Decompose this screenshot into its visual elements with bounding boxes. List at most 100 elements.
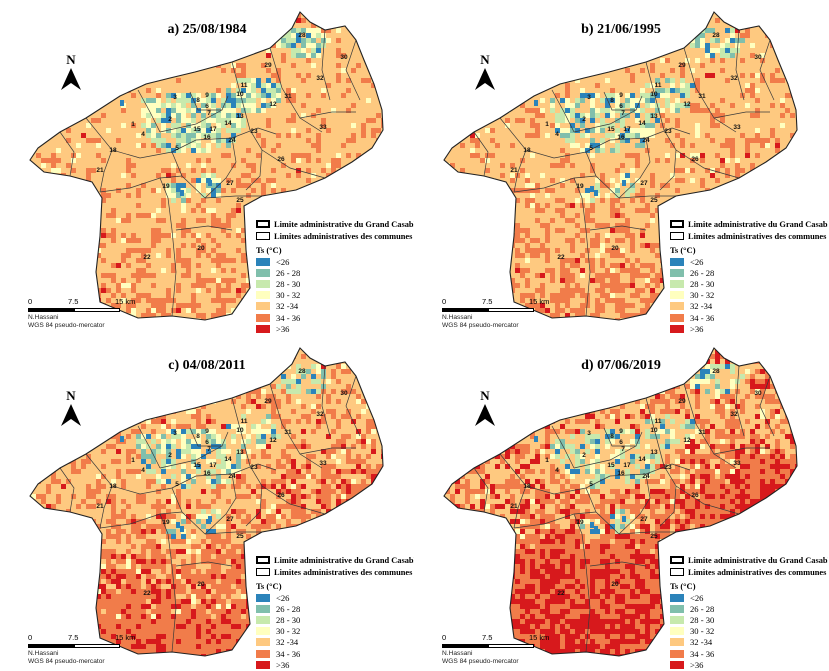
commune-label: 23: [250, 464, 258, 471]
commune-label: 3: [587, 430, 591, 437]
commune-label: 30: [754, 390, 762, 397]
commune-label: 23: [664, 464, 672, 471]
legend-class: 32 -34: [256, 637, 414, 648]
commune-label: 30: [754, 54, 762, 61]
commune-label: 25: [236, 197, 244, 204]
commune-label: 25: [236, 533, 244, 540]
commune-label: 9: [619, 428, 623, 435]
commune-label: 10: [236, 91, 244, 98]
commune-label: 8: [196, 433, 200, 440]
legend-class: 28 - 30: [670, 614, 828, 625]
map-panel-2019: 1 2 3 4 5 6 7 8 9 10 11 12 13 14 15 16 17 18 19 20 21 22 23 24 2…: [414, 336, 828, 671]
commune-label: 7: [207, 110, 211, 117]
commune-label: 18: [523, 483, 531, 490]
commune-label: 21: [96, 503, 104, 510]
commune-label: 33: [319, 124, 327, 131]
legend-class: <26: [670, 256, 828, 267]
commune-label: 7: [207, 446, 211, 453]
north-label: N: [66, 52, 76, 67]
commune-label: 31: [698, 93, 706, 100]
commune-label: 12: [269, 437, 277, 444]
commune-label: 28: [712, 32, 720, 39]
legend-class: 30 - 32: [256, 626, 414, 637]
commune-label: 18: [109, 147, 117, 154]
commune-label: 31: [284, 429, 292, 436]
map-legend: Limite administrative du Grand Casablanc…: [256, 554, 414, 670]
commune-label: 25: [650, 533, 658, 540]
commune-label: 4: [555, 467, 559, 474]
commune-label: 31: [284, 93, 292, 100]
commune-label: 31: [698, 429, 706, 436]
commune-label: 15: [193, 462, 201, 469]
legend-class: >36: [256, 323, 414, 334]
commune-label: 10: [236, 427, 244, 434]
commune-label: 20: [611, 581, 619, 588]
commune-label: 27: [640, 516, 648, 523]
scale-bar: 0 7.5 15 km N.Hassani WGS 84 pseudo-mercator: [442, 633, 550, 665]
commune-label: 1: [131, 121, 135, 128]
legend-title: Ts (°C): [670, 581, 696, 591]
legend-boundary-grand: Limite administrative du Grand Casablanc…: [670, 554, 828, 566]
north-label: N: [480, 52, 490, 67]
commune-label: 8: [196, 97, 200, 104]
commune-label: 4: [141, 467, 145, 474]
commune-label: 13: [236, 113, 244, 120]
commune-label: 21: [510, 503, 518, 510]
commune-label: 22: [143, 590, 151, 597]
commune-label: 5: [589, 145, 593, 152]
legend-class: 26 - 28: [256, 267, 414, 278]
commune-label: 10: [650, 91, 658, 98]
commune-label: 16: [617, 134, 625, 141]
grand-casablanca-boundary: [29, 347, 384, 657]
legend-class: <26: [670, 592, 828, 603]
legend-class: >36: [256, 659, 414, 670]
commune-label: 27: [226, 180, 234, 187]
north-arrow-icon: N: [56, 52, 86, 96]
legend-class: 30 - 32: [670, 290, 828, 301]
map-panel-2011: 1 2 3 4 5 6 7 8 9 10 11 12 13 14 15 16 17 18 19 20 21 22 23 24 2…: [0, 336, 414, 671]
commune-label: 23: [250, 128, 258, 135]
legend-class: 32 -34: [670, 301, 828, 312]
map-legend: Limite administrative du Grand Casablanc…: [256, 218, 414, 334]
legend-title: Ts (°C): [670, 245, 696, 255]
legend-class: 34 - 36: [256, 648, 414, 659]
commune-label: 12: [269, 101, 277, 108]
legend-boundary-grand: Limite administrative du Grand Casablanc…: [256, 218, 414, 230]
commune-label: 19: [576, 183, 584, 190]
commune-label: 26: [691, 156, 699, 163]
commune-label: 32: [316, 411, 324, 418]
panel-title: d) 07/06/2019: [581, 358, 661, 373]
commune-label: 1: [131, 457, 135, 464]
legend-boundary-communes: Limites administratives des communes: [670, 566, 828, 578]
legend-class: 34 - 36: [670, 648, 828, 659]
commune-label: 22: [557, 254, 565, 261]
commune-label: 19: [162, 519, 170, 526]
commune-boundaries: [59, 29, 361, 317]
commune-label: 24: [642, 137, 650, 144]
legend-class: 28 - 30: [256, 614, 414, 625]
scale-bar: 0 7.5 15 km N.Hassani WGS 84 pseudo-mercator: [28, 297, 136, 329]
commune-label: 16: [203, 134, 211, 141]
panel-title: b) 21/06/1995: [581, 22, 661, 37]
commune-label: 3: [173, 94, 177, 101]
commune-label: 18: [523, 147, 531, 154]
commune-label: 17: [209, 126, 217, 133]
commune-label: 27: [640, 180, 648, 187]
commune-label: 18: [109, 483, 117, 490]
commune-label: 10: [650, 427, 658, 434]
commune-label: 29: [264, 398, 272, 405]
commune-label: 11: [655, 418, 662, 425]
commune-label: 24: [228, 137, 236, 144]
commune-label: 26: [277, 492, 285, 499]
commune-label: 1: [545, 121, 549, 128]
legend-class: 26 - 28: [256, 603, 414, 614]
scale-bar: 0 7.5 15 km N.Hassani WGS 84 pseudo-mercator: [28, 633, 136, 665]
legend-class: 28 - 30: [670, 278, 828, 289]
legend-boundary-grand: Limite administrative du Grand Casablanc…: [670, 218, 828, 230]
commune-label: 15: [193, 126, 201, 133]
commune-label: 4: [555, 131, 559, 138]
commune-label: 30: [340, 390, 348, 397]
